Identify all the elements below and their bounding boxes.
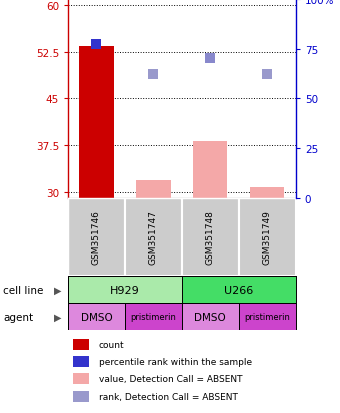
Point	[151, 71, 156, 78]
Text: percentile rank within the sample: percentile rank within the sample	[99, 357, 252, 366]
Bar	[73, 339, 89, 350]
Text: agent: agent	[3, 312, 34, 322]
Text: ▶: ▶	[54, 285, 62, 295]
Text: count: count	[99, 340, 124, 349]
Bar	[250, 187, 284, 198]
Point	[208, 56, 213, 62]
Text: U266: U266	[224, 285, 254, 295]
Bar	[73, 391, 89, 402]
Point	[94, 42, 99, 48]
Text: GSM351746: GSM351746	[92, 210, 101, 265]
Text: rank, Detection Call = ABSENT: rank, Detection Call = ABSENT	[99, 392, 238, 401]
Text: DMSO: DMSO	[81, 312, 112, 322]
Bar	[73, 356, 89, 367]
Bar	[73, 373, 89, 385]
Bar	[182, 198, 239, 277]
Text: GSM351747: GSM351747	[149, 210, 158, 265]
Point	[265, 71, 270, 78]
Bar	[239, 304, 296, 330]
Bar	[68, 304, 125, 330]
Bar	[125, 304, 182, 330]
Text: cell line: cell line	[3, 285, 44, 295]
Bar	[136, 181, 170, 198]
Text: pristimerin: pristimerin	[244, 313, 290, 321]
Text: DMSO: DMSO	[194, 312, 226, 322]
Bar	[68, 277, 182, 304]
Bar	[239, 198, 296, 277]
Text: pristimerin: pristimerin	[131, 313, 176, 321]
Bar	[193, 141, 227, 198]
Text: ▶: ▶	[54, 312, 62, 322]
Text: GSM351749: GSM351749	[263, 210, 272, 265]
Bar	[125, 198, 182, 277]
Bar	[68, 198, 125, 277]
Bar	[182, 277, 296, 304]
Text: H929: H929	[110, 285, 140, 295]
Text: value, Detection Call = ABSENT: value, Detection Call = ABSENT	[99, 375, 242, 384]
Text: GSM351748: GSM351748	[206, 210, 215, 265]
Bar	[79, 47, 114, 198]
Bar	[182, 304, 239, 330]
